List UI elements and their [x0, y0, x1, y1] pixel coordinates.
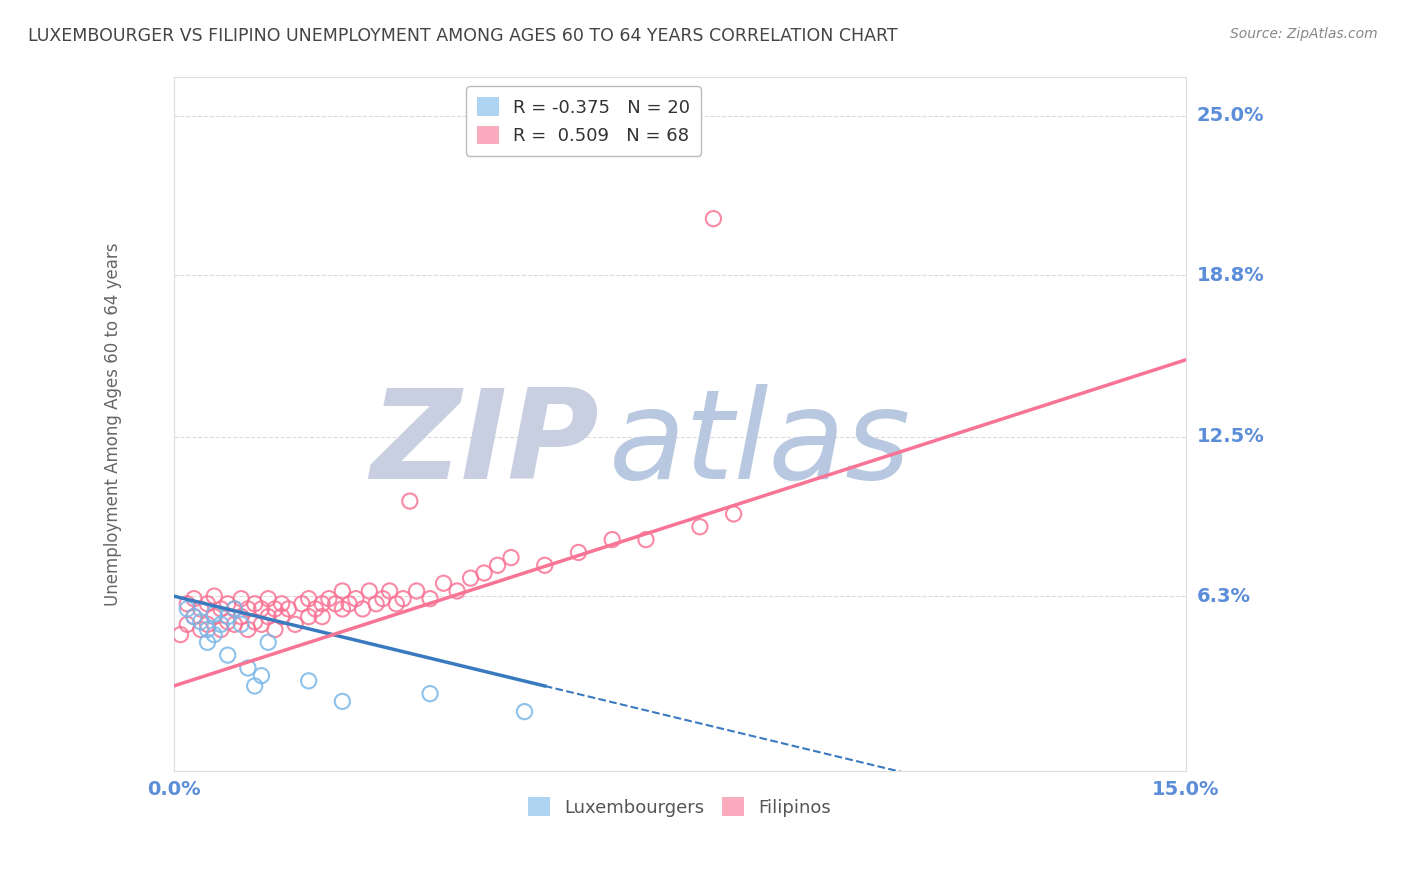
Point	[236, 661, 259, 675]
Point	[176, 602, 198, 616]
Point	[176, 617, 198, 632]
Point	[405, 584, 427, 599]
Point	[344, 591, 367, 606]
Point	[298, 591, 321, 606]
Point	[236, 602, 259, 616]
Point	[284, 617, 307, 632]
Point	[378, 584, 401, 599]
Point	[250, 602, 273, 616]
Point	[183, 591, 205, 606]
Point	[298, 609, 321, 624]
Point	[231, 617, 253, 632]
Point	[419, 591, 441, 606]
Text: Source: ZipAtlas.com: Source: ZipAtlas.com	[1230, 27, 1378, 41]
Point	[304, 602, 326, 616]
Point	[689, 520, 711, 534]
Point	[371, 591, 394, 606]
Point	[190, 615, 212, 629]
Point	[190, 623, 212, 637]
Point	[567, 545, 589, 559]
Point	[209, 623, 232, 637]
Point	[202, 627, 225, 641]
Point	[197, 635, 219, 649]
Point	[352, 602, 374, 616]
Point	[202, 609, 225, 624]
Point	[217, 648, 239, 662]
Point	[250, 669, 273, 683]
Point	[264, 623, 287, 637]
Point	[291, 597, 314, 611]
Point	[209, 602, 232, 616]
Point	[250, 617, 273, 632]
Point	[270, 597, 292, 611]
Point	[197, 617, 219, 632]
Legend: Luxembourgers, Filipinos: Luxembourgers, Filipinos	[520, 790, 838, 824]
Text: 6.3%: 6.3%	[1197, 587, 1251, 606]
Text: LUXEMBOURGER VS FILIPINO UNEMPLOYMENT AMONG AGES 60 TO 64 YEARS CORRELATION CHAR: LUXEMBOURGER VS FILIPINO UNEMPLOYMENT AM…	[28, 27, 898, 45]
Point	[257, 591, 280, 606]
Point	[236, 623, 259, 637]
Text: 12.5%: 12.5%	[1197, 427, 1264, 446]
Point	[392, 591, 415, 606]
Point	[499, 550, 522, 565]
Point	[264, 602, 287, 616]
Point	[486, 558, 509, 573]
Point	[318, 591, 340, 606]
Point	[332, 694, 354, 708]
Point	[257, 609, 280, 624]
Point	[224, 602, 246, 616]
Point	[270, 609, 292, 624]
Point	[533, 558, 555, 573]
Point	[224, 602, 246, 616]
Point	[398, 494, 420, 508]
Point	[723, 507, 745, 521]
Point	[217, 597, 239, 611]
Point	[277, 602, 299, 616]
Text: 18.8%: 18.8%	[1197, 266, 1264, 285]
Text: Unemployment Among Ages 60 to 64 years: Unemployment Among Ages 60 to 64 years	[104, 243, 122, 606]
Point	[366, 597, 388, 611]
Point	[600, 533, 623, 547]
Point	[217, 615, 239, 629]
Point	[311, 597, 333, 611]
Point	[432, 576, 454, 591]
Point	[359, 584, 381, 599]
Point	[183, 609, 205, 624]
Text: ZIP: ZIP	[370, 384, 599, 506]
Point	[209, 617, 232, 632]
Point	[217, 609, 239, 624]
Point	[183, 609, 205, 624]
Point	[513, 705, 536, 719]
Point	[298, 673, 321, 688]
Point	[325, 597, 347, 611]
Text: 25.0%: 25.0%	[1197, 106, 1264, 126]
Point	[257, 635, 280, 649]
Point	[197, 597, 219, 611]
Point	[243, 615, 266, 629]
Point	[231, 591, 253, 606]
Point	[176, 597, 198, 611]
Point	[634, 533, 657, 547]
Point	[243, 597, 266, 611]
Point	[472, 566, 495, 580]
Point	[243, 679, 266, 693]
Point	[419, 687, 441, 701]
Point	[446, 584, 468, 599]
Point	[190, 602, 212, 616]
Point	[231, 609, 253, 624]
Point	[460, 571, 482, 585]
Point	[169, 627, 191, 641]
Point	[197, 623, 219, 637]
Point	[311, 609, 333, 624]
Point	[224, 617, 246, 632]
Point	[332, 602, 354, 616]
Point	[202, 589, 225, 603]
Point	[332, 584, 354, 599]
Point	[385, 597, 408, 611]
Point	[702, 211, 724, 226]
Point	[202, 607, 225, 621]
Text: atlas: atlas	[609, 384, 911, 506]
Point	[337, 597, 360, 611]
